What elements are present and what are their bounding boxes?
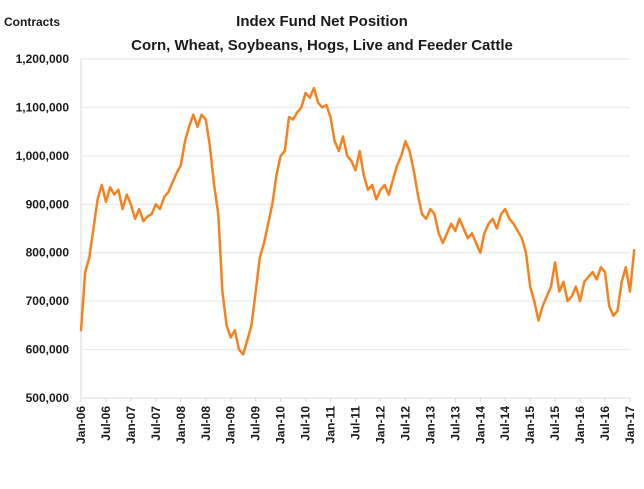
x-tick-label: Jul-14	[498, 406, 512, 441]
y-tick-label: 800,000	[26, 246, 70, 260]
x-tick-label: Jan-12	[373, 406, 387, 444]
x-tick-label: Jan-15	[523, 406, 537, 444]
series-lines	[79, 86, 636, 356]
x-tick-label: Jul-12	[398, 406, 412, 441]
axes	[80, 59, 630, 399]
y-tick-labels: 500,000 600,000 700,000 800,000 900,000 1,000…	[16, 52, 70, 405]
x-tick-label: Jul-11	[349, 406, 363, 440]
x-tick-label: Jan-11	[324, 406, 338, 444]
y-tick-label: 900,000	[26, 197, 70, 211]
y-tick-label: 1,000,000	[16, 149, 70, 163]
grid-lines	[81, 58, 630, 351]
y-tick-label: 1,100,000	[16, 100, 70, 114]
x-tick-label: Jul-10	[299, 406, 313, 441]
x-tick-label: Jan-06	[74, 406, 88, 444]
x-tick-label: Jan-10	[274, 406, 288, 444]
x-tick-label: Jul-09	[249, 406, 263, 441]
x-tick-label: Jan-08	[174, 406, 188, 444]
x-tick-labels: Jan-06 Jul-06 Jan-07 Jul-07 Jan-08 Jul-08 Jan-…	[74, 398, 637, 444]
y-tick-label: 500,000	[26, 391, 70, 405]
x-tick-label: Jan-16	[573, 406, 587, 444]
x-tick-label: Jul-16	[598, 406, 612, 441]
x-tick-label: Jan-07	[124, 406, 138, 444]
y-tick-label: 600,000	[26, 343, 70, 357]
x-tick-label: Jul-07	[149, 406, 163, 441]
y-tick-label: 1,200,000	[16, 52, 70, 66]
series-line	[79, 86, 636, 356]
x-tick-label: Jan-09	[224, 406, 238, 444]
chart-subtitle: Corn, Wheat, Soybeans, Hogs, Live and Fe…	[131, 37, 513, 54]
x-tick-label: Jul-08	[199, 406, 213, 441]
x-tick-label: Jan-14	[473, 406, 487, 444]
x-tick-label: Jul-06	[99, 406, 113, 441]
x-tick-label: Jan-17	[623, 406, 637, 444]
y-tick-label: 700,000	[26, 294, 70, 308]
x-tick-label: Jul-13	[448, 406, 462, 441]
x-tick-label: Jul-15	[548, 406, 562, 441]
x-tick-label: Jan-13	[423, 406, 437, 444]
chart-title: Index Fund Net Position	[236, 13, 408, 30]
y-axis-label: Contracts	[4, 15, 60, 29]
